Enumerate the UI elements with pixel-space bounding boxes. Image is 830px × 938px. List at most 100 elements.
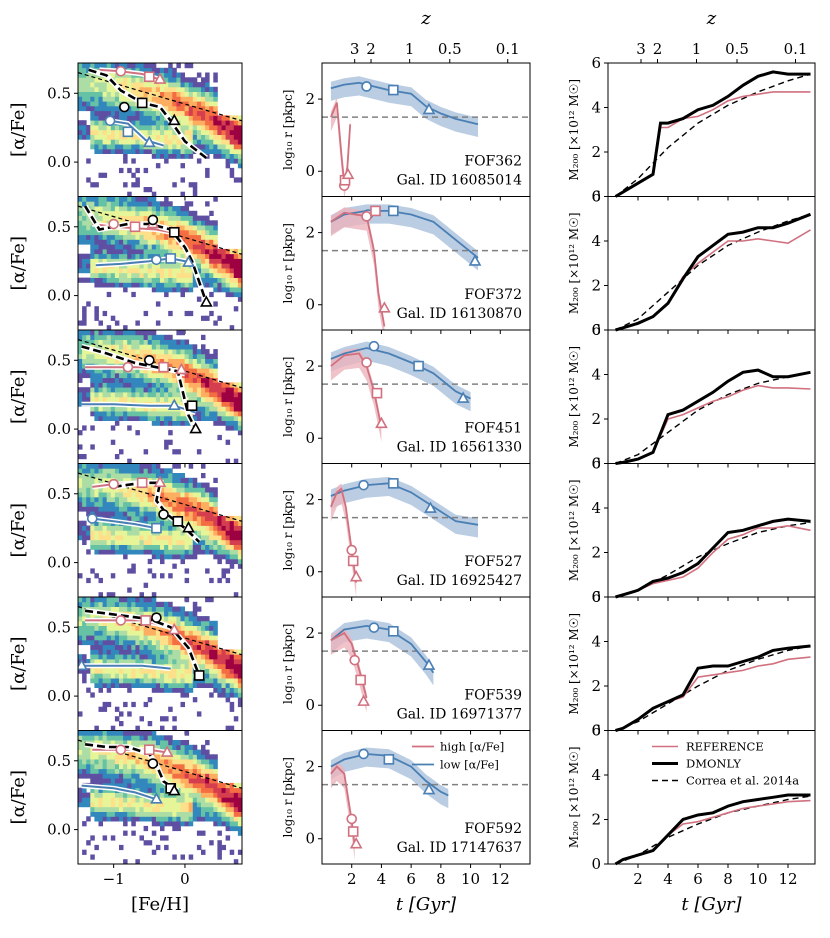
heatmap-cell — [155, 82, 161, 88]
chem-ytick-label: 0.0 — [47, 687, 71, 705]
heatmap-cell — [201, 515, 206, 522]
low-alpha-band — [330, 476, 478, 538]
heatmap-cell — [151, 353, 157, 359]
heatmap-cell — [123, 77, 128, 83]
heatmap-cell — [201, 625, 206, 631]
high-alpha-band — [330, 483, 357, 597]
heatmap-cell — [192, 492, 198, 498]
heatmap-cell — [205, 392, 210, 398]
heatmap-cell — [151, 635, 157, 641]
heatmap-cell — [168, 139, 173, 145]
heatmap-cell — [155, 387, 161, 393]
heatmap-cell — [196, 778, 202, 784]
heatmap-cell — [176, 825, 181, 832]
heatmap-cell — [90, 763, 95, 770]
heatmap-cell — [217, 287, 222, 293]
heatmap-cell — [233, 520, 239, 526]
heatmap-cell — [225, 248, 231, 255]
heatmap-cell — [94, 477, 99, 483]
heatmap-cell — [143, 91, 149, 97]
heatmap-cell — [151, 787, 157, 793]
heatmap-cell — [192, 549, 198, 555]
heatmap-cell — [143, 334, 149, 340]
heatmap-cell — [151, 682, 157, 688]
heatmap-cell — [180, 740, 185, 746]
heatmap-cell — [102, 129, 108, 135]
heatmap-cell — [143, 535, 149, 541]
heatmap-cell — [114, 525, 120, 531]
heatmap-cell — [135, 182, 140, 188]
heatmap-cell — [102, 806, 108, 812]
heatmap-cell — [147, 635, 153, 641]
heatmap-cell — [201, 549, 206, 555]
heatmap-cell — [114, 392, 120, 398]
heatmap-cell — [160, 740, 165, 746]
heatmap-cell — [110, 110, 116, 116]
heatmap-cell — [205, 82, 210, 88]
heatmap-cell — [86, 358, 91, 364]
heatmap-cell — [201, 530, 206, 536]
heatmap-cell — [110, 372, 116, 379]
heatmap-cell — [172, 282, 177, 288]
heatmap-cell — [229, 525, 235, 531]
mass-xtick-label: 10 — [748, 870, 767, 888]
heatmap-cell — [176, 496, 181, 503]
heatmap-cell — [213, 139, 218, 145]
heatmap-cell — [205, 754, 210, 760]
heatmap-cell — [184, 763, 190, 770]
heatmap-cell — [78, 430, 83, 436]
heatmap-cell — [164, 601, 169, 607]
heatmap-cell — [143, 201, 149, 207]
heatmap-cell — [98, 282, 103, 288]
heatmap-cell — [229, 549, 235, 555]
heatmap-cell — [176, 754, 181, 760]
heatmap-cell — [221, 787, 226, 793]
heatmap-cell — [139, 549, 144, 555]
heatmap-cell — [164, 148, 169, 154]
heatmap-cell — [160, 744, 165, 750]
heatmap-cell — [114, 253, 120, 259]
heatmap-cell — [135, 411, 140, 417]
heatmap-cell — [147, 492, 153, 498]
heatmap-cell — [155, 229, 161, 236]
heatmap-cell — [205, 91, 210, 97]
heatmap-cell — [98, 759, 103, 765]
heatmap-cell — [82, 630, 87, 636]
heatmap-cell — [78, 639, 83, 646]
heatmap-cell — [119, 349, 124, 355]
heatmap-cell — [114, 406, 120, 412]
heatmap-cell — [184, 678, 190, 684]
heatmap-cell — [184, 654, 190, 660]
heatmap-cell — [160, 520, 165, 526]
heatmap-cell — [160, 496, 165, 503]
heatmap-cell — [114, 673, 120, 679]
heatmap-cell — [106, 473, 112, 479]
heatmap-cell — [139, 272, 144, 278]
heatmap-cell — [78, 334, 83, 340]
heatmap-cell — [139, 668, 144, 674]
heatmap-cell — [209, 654, 214, 660]
heatmap-cell — [147, 530, 153, 536]
heatmap-cell — [237, 811, 242, 817]
heatmap-cell — [139, 120, 144, 126]
heatmap-cell — [94, 144, 99, 150]
heatmap-cell — [213, 525, 218, 531]
heatmap-cell — [123, 797, 128, 803]
heatmap-cell — [106, 86, 112, 92]
heatmap-cell — [143, 377, 149, 383]
heatmap-cell — [94, 754, 99, 760]
heatmap-cell — [180, 606, 185, 612]
heatmap-cell — [86, 620, 91, 626]
heatmap-cell — [184, 229, 190, 236]
heatmap-cell — [221, 549, 226, 555]
heatmap-cell — [127, 263, 132, 269]
heatmap-cell — [176, 363, 181, 369]
heatmap-cell — [139, 396, 144, 402]
heatmap-cell — [229, 825, 235, 832]
heatmap-cell — [98, 387, 103, 393]
heatmap-cell — [213, 763, 218, 770]
heatmap-cell — [192, 215, 198, 221]
heatmap-cell — [110, 134, 116, 140]
heatmap-cell — [110, 506, 116, 512]
heatmap-cell — [205, 639, 210, 646]
